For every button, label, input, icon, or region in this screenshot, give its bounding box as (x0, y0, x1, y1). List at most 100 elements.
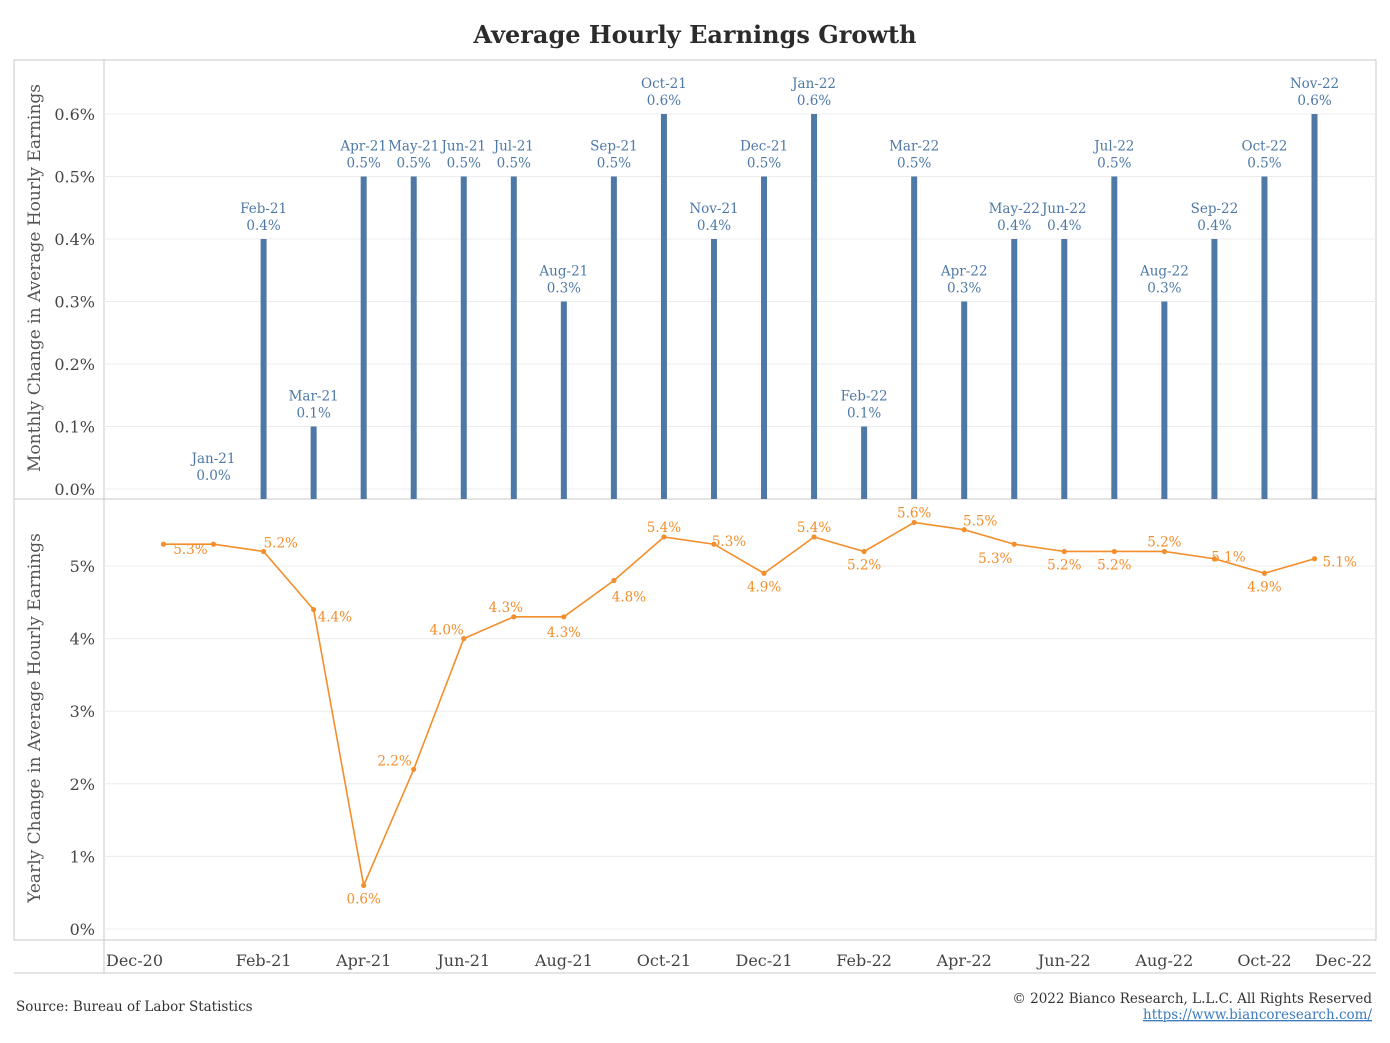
bar-value-label: 0.5% (597, 156, 631, 172)
bar-category-label: May-22 (989, 201, 1040, 217)
bar-Mar-22 (911, 176, 918, 499)
line-point-Jun-21 (461, 636, 467, 642)
bar-category-label: Aug-22 (1139, 264, 1189, 280)
bar-category-label: Jan-22 (790, 76, 836, 92)
line-value-label: 5.2% (1047, 557, 1081, 573)
bar-category-label: Dec-21 (740, 139, 788, 155)
bar-Feb-22 (861, 426, 868, 499)
bar-value-label: 0.5% (1247, 156, 1281, 172)
bar-category-label: Jul-22 (1092, 139, 1134, 155)
bar-Jun-22 (1061, 239, 1068, 499)
x-tick-label: Aug-22 (1134, 951, 1193, 970)
bar-May-21 (410, 176, 417, 499)
plot-border (13, 59, 1377, 941)
bar-category-label: Oct-21 (641, 76, 687, 92)
line-value-label: 4.4% (318, 610, 352, 626)
x-tick-label: Feb-21 (236, 951, 292, 970)
bar-category-label: Mar-21 (289, 389, 339, 405)
bar-series: Jan-210.0%Feb-210.4%Mar-210.1%Apr-210.5%… (190, 76, 1339, 499)
bar-Jun-21 (460, 176, 467, 499)
line-value-label: 4.3% (547, 625, 581, 641)
bar-value-label: 0.6% (797, 93, 831, 109)
bar-category-label: Jun-22 (1040, 201, 1087, 217)
line-point-Nov-22 (1311, 556, 1318, 562)
line-value-label: 2.2% (377, 753, 411, 769)
bar-y-tick-label: 0.2% (54, 355, 95, 374)
bar-y-tick-label: 0.0% (54, 480, 95, 499)
bar-category-label: Aug-21 (538, 264, 588, 280)
bar-Dec-21 (761, 176, 768, 499)
chart-title: Average Hourly Earnings Growth (472, 20, 916, 49)
bar-category-label: Sep-21 (590, 139, 638, 155)
bar-Mar-21 (310, 426, 317, 499)
source-note: Source: Bureau of Labor Statistics (16, 999, 253, 1015)
line-value-label: 5.2% (264, 535, 298, 551)
bar-value-label: 0.4% (697, 218, 731, 234)
bar-value-label: 0.5% (347, 156, 381, 172)
bar-value-label: 0.4% (246, 218, 280, 234)
bar-category-label: Oct-22 (1242, 139, 1288, 155)
bar-category-label: Apr-22 (940, 264, 988, 280)
x-tick-label: Jun-22 (1036, 951, 1091, 970)
line-point-Dec-20 (160, 541, 167, 547)
bar-value-label: 0.5% (397, 156, 431, 172)
bar-value-label: 0.3% (1147, 281, 1181, 297)
bar-category-label: Mar-22 (889, 139, 939, 155)
line-point-Aug-22 (1161, 548, 1167, 555)
line-value-label: 5.3% (173, 542, 207, 558)
line-y-tick-label: 0% (70, 920, 95, 939)
line-series: 5.3% 5.2% 4.4% 0.6% 2.2% 4.0% 4.3% 4.3% 4.8% 5.4%… (160, 505, 1357, 907)
bar-Oct-21 (660, 114, 667, 499)
line-point-Oct-22 (1261, 570, 1268, 576)
bar-Sep-22 (1211, 239, 1218, 499)
bar-category-label: Feb-21 (240, 201, 287, 217)
bar-y-tick-label: 0.3% (54, 293, 95, 312)
bar-value-label: 0.6% (1297, 93, 1331, 109)
bar-Nov-22 (1311, 114, 1318, 499)
line-value-label: 5.3% (712, 534, 746, 550)
bar-Oct-22 (1261, 176, 1268, 499)
bar-value-label: 0.5% (447, 156, 481, 172)
bar-Sep-21 (610, 176, 617, 499)
bar-y-tick-label: 0.6% (54, 105, 95, 124)
line-value-label: 5.1% (1323, 555, 1357, 571)
bar-Aug-22 (1161, 301, 1168, 499)
bar-value-label: 0.5% (897, 156, 931, 172)
line-point-Aug-21 (561, 614, 567, 620)
line-point-Sep-22 (1211, 556, 1218, 562)
website-link[interactable]: https://www.biancoresearch.com/ (1143, 1007, 1372, 1023)
bar-value-label: 0.6% (647, 93, 681, 109)
bar-Jan-22 (811, 114, 818, 499)
bar-category-label: Nov-21 (689, 201, 738, 217)
line-point-May-22 (1011, 541, 1017, 547)
bar-Jul-22 (1111, 176, 1118, 499)
bar-category-label: Jul-21 (492, 139, 534, 155)
line-point-Jul-22 (1111, 548, 1117, 555)
line-value-label: 4.3% (489, 600, 523, 616)
line-point-Jun-22 (1061, 548, 1067, 555)
line-y-tick-label: 5% (70, 557, 95, 576)
x-tick-label: Feb-22 (836, 951, 892, 970)
bar-y-tick-label: 0.5% (54, 168, 95, 187)
bar-value-label: 0.3% (547, 281, 581, 297)
line-point-May-21 (411, 766, 417, 772)
line-value-label: 4.0% (429, 623, 463, 639)
bar-category-label: Jan-21 (190, 451, 236, 467)
line-value-label: 4.9% (747, 579, 781, 595)
bar-category-label: Jun-21 (439, 139, 486, 155)
line-point-Apr-21 (361, 882, 367, 889)
line-value-label: 4.9% (1247, 579, 1281, 595)
bar-y-tick-label: 0.4% (54, 230, 95, 249)
line-value-label: 0.6% (347, 891, 381, 907)
x-tick-label: Apr-22 (936, 951, 992, 970)
bar-value-label: 0.4% (997, 218, 1031, 234)
bar-category-label: Feb-22 (841, 389, 888, 405)
line-value-label: 5.2% (847, 557, 881, 573)
line-value-label: 5.4% (797, 520, 831, 536)
line-y-tick-label: 2% (70, 775, 95, 794)
line-point-Feb-22 (861, 548, 867, 555)
line-value-label: 4.8% (612, 590, 646, 606)
bar-category-label: May-21 (388, 139, 439, 155)
bar-y-axis-title: Monthly Change in Average Hourly Earning… (25, 84, 45, 472)
x-tick-label: Dec-20 (106, 951, 163, 970)
